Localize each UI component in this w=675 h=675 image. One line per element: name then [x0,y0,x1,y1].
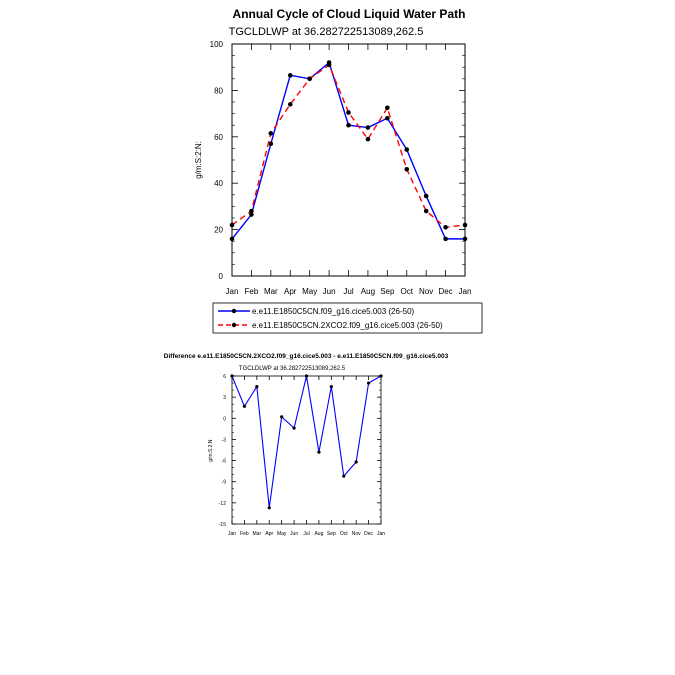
bottom-series-1-point [342,474,346,478]
bottom-ticks-layer: Jan Feb Mar Apr May Jun Jul Aug Sep Oct Nov Dec Jan 6… [219,374,385,537]
legend-marker-series-1 [231,308,237,314]
bottom-xtick-label: Apr [265,531,273,537]
top-series-2-point [268,131,274,136]
top-xtick-label: Nov [419,287,433,296]
top-series-line-1 [231,61,465,240]
bottom-series-line-1 [231,375,382,508]
bottom-series-1-point [242,404,247,408]
bottom-xtick-label: Mar [253,531,262,537]
top-ytick-label: 80 [214,86,223,95]
bottom-ytick-label: -15 [219,522,226,528]
top-series-1-point [365,125,371,130]
top-series-1-point [287,73,293,78]
bottom-series-1-point [329,384,333,389]
bottom-series-1-point [230,374,234,378]
top-series-1-point [346,122,351,128]
bottom-xtick-label: Jul [303,531,309,537]
bottom-ytick-label: -3 [222,437,227,443]
top-xtick-label: Jul [343,287,353,296]
top-ytick-label: 40 [214,179,223,188]
bottom-xtick-label: Aug [314,531,323,537]
bottom-xtick-label: Jun [290,531,298,537]
top-xtick-label: Oct [401,287,414,296]
bottom-xtick-label: Oct [340,531,348,537]
top-series-1-point [462,236,468,242]
bottom-xtick-label: Feb [240,531,249,537]
bottom-xtick-label: Jan [228,531,236,537]
top-series-2-point [249,208,254,214]
bottom-ytick-label: -9 [222,480,227,486]
top-series-1-point [404,147,410,152]
bottom-xtick-label: May [277,531,287,537]
top-xtick-label: May [302,287,317,296]
top-series-2-point [462,222,468,228]
top-series-2-point [404,166,410,172]
bottom-chart: Difference e.e11.E1850C5CN.2XCO2.f09_g16… [164,353,449,537]
top-ytick-label: 100 [210,40,224,49]
bottom-series-1-point [255,384,259,389]
top-chart: Annual Cycle of Cloud Liquid Water Path … [194,7,471,296]
top-chart-title: Annual Cycle of Cloud Liquid Water Path [233,7,466,21]
top-series-2-point [385,105,390,111]
top-ytick-label: 20 [214,226,223,235]
top-xtick-label: Mar [264,287,278,296]
top-ytick-label: 60 [214,133,223,142]
bottom-chart-subtitle: TGCLDLWP at 36.282722513089,262.5 [239,366,346,372]
top-series-2-point [346,110,351,115]
top-ticks-layer: Jan Feb Mar Apr May Jun Jul Aug Sep Oct Nov Dec Jan0… [210,40,472,296]
legend-marker-series-2 [231,322,237,328]
bottom-chart-title: Difference e.e11.E1850C5CN.2XCO2.f09_g16… [164,353,449,360]
top-series-1-point [443,236,448,242]
legend-label-series-2: e.e11.E1850C5CN.2XCO2.f09_g16.cice5.003 … [252,321,443,330]
bottom-xtick-label: Dec [364,531,373,537]
top-series-1-point [268,141,274,147]
bottom-series-1-point [379,374,383,378]
bottom-ytick-label: 3 [223,395,226,401]
top-series-1-point [229,236,235,242]
top-series-2-point [423,208,429,214]
top-chart-subtitle: TGCLDLWP at 36.282722513089,262.5 [229,26,424,38]
top-series-1-point [385,115,390,121]
top-xtick-label: Dec [438,287,452,296]
bottom-series-1-point [267,506,271,510]
bottom-series-1-point [317,450,321,454]
top-series-2-point [443,224,448,230]
legend-label-series-1: e.e11.E1850C5CN.f09_g16.cice5.003 (26-50… [252,307,415,316]
bottom-series-1-point [280,415,284,419]
bottom-xtick-label: Nov [352,531,361,537]
bottom-ytick-label: 6 [223,374,226,380]
legend-box [212,302,483,334]
top-series-2-point [287,102,293,107]
bottom-series-1-point [292,426,296,430]
top-series-2-point [326,62,332,68]
top-series-1-point [423,193,429,199]
bottom-chart-ylabel: g/m:S:2:N: [208,438,214,462]
top-series-1-point [249,212,254,217]
top-xtick-label: Jan [459,287,472,296]
top-xtick-label: Feb [245,287,259,296]
bottom-ytick-label: -12 [219,501,226,507]
top-series-2-point [307,76,312,82]
top-xtick-label: Jun [323,287,336,296]
bottom-xtick-label: Sep [327,531,336,537]
top-xtick-label: Jan [226,287,239,296]
bottom-series-1-point [366,381,371,385]
top-xtick-label: Aug [361,287,375,296]
top-series-2-point [229,222,235,228]
top-ytick-label: 0 [219,272,224,281]
bottom-plot-frame [231,375,382,525]
top-xtick-label: Apr [284,287,297,296]
top-legend: e.e11.E1850C5CN.f09_g16.cice5.003 (26-50… [212,302,483,334]
top-chart-ylabel: g/m:S:2:N: [194,141,203,179]
bottom-series-1-point [304,374,309,378]
bottom-series-1-point [354,460,358,464]
top-xtick-label: Sep [380,287,395,296]
bottom-series-layer [230,374,383,510]
bottom-ytick-label: 0 [223,416,226,422]
top-series-2-point [365,136,371,142]
bottom-ytick-label: -6 [222,459,227,465]
bottom-xtick-label: Jan [377,531,385,537]
top-series-layer [229,60,468,242]
